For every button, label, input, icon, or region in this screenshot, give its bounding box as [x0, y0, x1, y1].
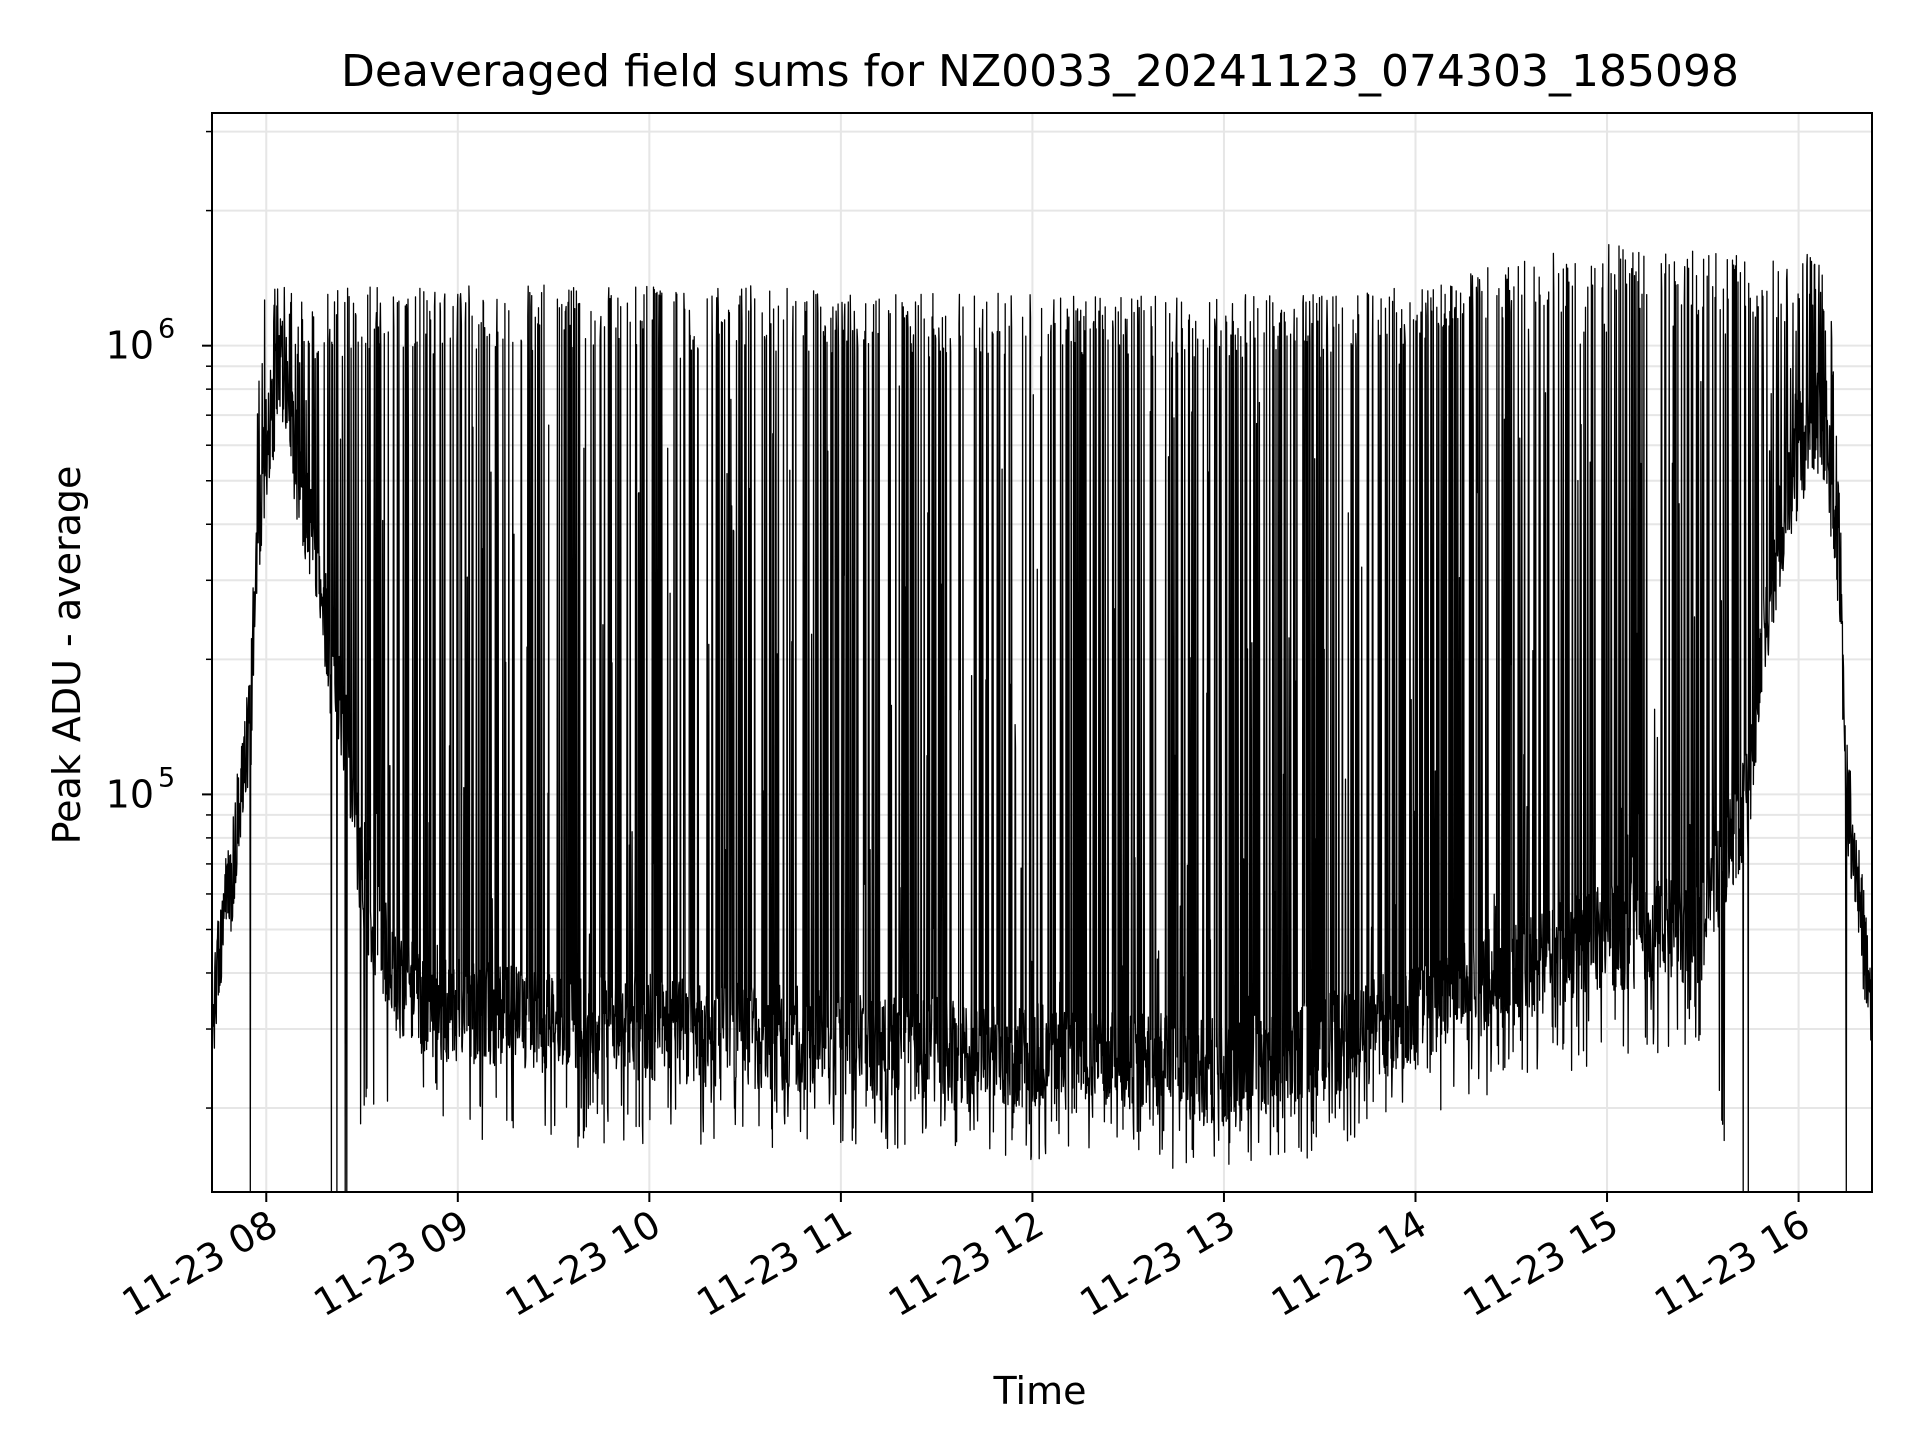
y-tick-exponent: 6 — [158, 314, 175, 345]
plot-area — [211, 244, 1873, 1193]
y-tick-label: 10 — [106, 772, 154, 816]
y-tick-label: 10 — [106, 324, 154, 368]
plot-frame — [211, 112, 1873, 1193]
y-tick-exponent: 5 — [158, 762, 175, 793]
y-axis-label: Peak ADU - average — [45, 466, 89, 845]
series-line-peak-adu — [211, 244, 1873, 1193]
x-axis-label: Time — [993, 1369, 1087, 1413]
chart-title: Deaveraged field sums for NZ0033_2024112… — [341, 46, 1739, 97]
